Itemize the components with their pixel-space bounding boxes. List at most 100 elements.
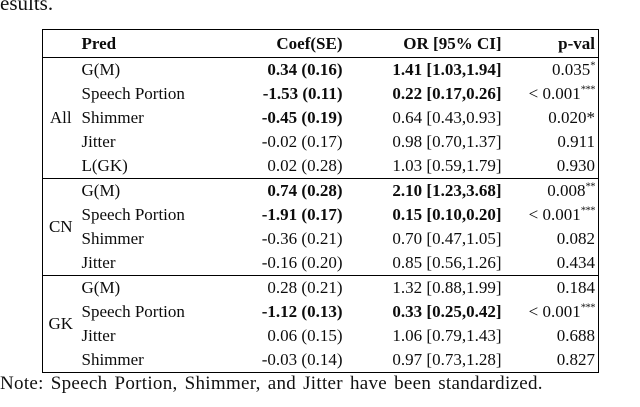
clipped-body-text: esults. <box>0 0 54 15</box>
pred-cell: Shimmer <box>81 108 144 127</box>
pval-value: 0.082 <box>556 229 595 248</box>
header-pval: p-val <box>558 34 595 53</box>
table-row: GK G(M) 0.28 (0.21) 1.32 [0.88,1.99] 0.1… <box>43 276 599 333</box>
significance-stars: * <box>590 60 595 72</box>
table-row: Shimmer -0.45 (0.19) 0.64 [0.43,0.93] 0.… <box>43 106 599 130</box>
pval-value: 0.434 <box>556 253 595 272</box>
table-row: CN G(M) 0.74 (0.28) 2.10 [1.23,3.68] 0.0… <box>43 179 599 236</box>
pval-value: 0.035 <box>552 60 591 79</box>
pred-cell: L(GK) <box>81 156 128 175</box>
coef-cell: -1.12 (0.13) <box>261 302 343 321</box>
table-row: Jitter -0.02 (0.17) 0.98 [0.70,1.37] 0.9… <box>43 130 599 154</box>
group-gk: GK G(M) 0.28 (0.21) 1.32 [0.88,1.99] 0.1… <box>42 275 599 373</box>
coef-cell: 0.28 (0.21) <box>267 278 343 297</box>
pval-cell: 0.930 <box>505 154 599 179</box>
table-header: Pred Coef(SE) OR [95% CI] p-val <box>43 30 599 58</box>
coef-cell: -0.45 (0.19) <box>261 108 343 127</box>
pval-cell: 0.434 <box>505 251 599 276</box>
pval-cell: 0.008** <box>505 179 599 204</box>
pval-cell: 0.082 <box>505 227 599 251</box>
or-cell: 0.70 [0.47,1.05] <box>392 229 502 248</box>
table-row: Speech Portion -1.12 (0.13) 0.33 [0.25,0… <box>43 300 599 324</box>
pval-value: < 0.001 <box>528 302 581 321</box>
pred-cell: G(M) <box>81 181 121 200</box>
significance-stars: *** <box>580 205 596 217</box>
table-row: Shimmer -0.36 (0.21) 0.70 [0.47,1.05] 0.… <box>43 227 599 251</box>
pval-cell: 0.827 <box>505 348 599 373</box>
pred-cell: Jitter <box>81 253 116 272</box>
coef-cell: 0.34 (0.16) <box>267 60 343 79</box>
or-cell: 0.33 [0.25,0.42] <box>392 302 502 321</box>
pval-value: < 0.001 <box>528 205 581 224</box>
pval-value: 0.827 <box>556 350 595 369</box>
table-row: L(GK) 0.02 (0.28) 1.03 [0.59,1.79] 0.930 <box>43 154 599 179</box>
pval-cell: 0.688 <box>505 324 599 348</box>
coef-cell: -0.03 (0.14) <box>261 350 343 369</box>
table-row: All G(M) 0.34 (0.16) 1.41 [1.03,1.94] 0.… <box>43 58 599 127</box>
header-or: OR [95% CI] <box>403 34 502 53</box>
or-cell: 0.85 [0.56,1.26] <box>392 253 502 272</box>
group-label-cn: CN <box>48 217 73 236</box>
group-label-all: All <box>49 108 72 127</box>
pval-cell: 0.911 <box>505 130 599 154</box>
pval-value: 0.911 <box>557 132 595 151</box>
coef-cell: -1.53 (0.11) <box>262 84 343 103</box>
pred-cell: Speech Portion <box>81 302 185 321</box>
table-row: Speech Portion -1.53 (0.11) 0.22 [0.17,0… <box>43 82 599 106</box>
or-cell: 1.06 [0.79,1.43] <box>392 326 502 345</box>
or-cell: 1.03 [0.59,1.79] <box>392 156 502 175</box>
header-row: Pred Coef(SE) OR [95% CI] p-val <box>43 30 599 58</box>
table-row: Jitter -0.16 (0.20) 0.85 [0.56,1.26] 0.4… <box>43 251 599 276</box>
table-row: Speech Portion -1.91 (0.17) 0.15 [0.10,0… <box>43 203 599 227</box>
pval-value: 0.184 <box>556 278 595 297</box>
pred-cell: G(M) <box>81 278 121 297</box>
coef-cell: -1.91 (0.17) <box>261 205 343 224</box>
coef-cell: 0.06 (0.15) <box>267 326 343 345</box>
significance-stars: *** <box>580 302 596 314</box>
group-cn: CN G(M) 0.74 (0.28) 2.10 [1.23,3.68] 0.0… <box>42 178 599 276</box>
pval-value: < 0.001 <box>528 84 581 103</box>
or-cell: 0.97 [0.73,1.28] <box>392 350 502 369</box>
pval-cell: 0.184 <box>505 276 599 301</box>
table-note: Note: Speech Portion, Shimmer, and Jitte… <box>0 373 543 394</box>
pval-cell: 0.035* <box>505 58 599 83</box>
pval-cell: < 0.001*** <box>505 203 599 227</box>
table-row: Shimmer -0.03 (0.14) 0.97 [0.73,1.28] 0.… <box>43 348 599 373</box>
header-group <box>43 30 79 58</box>
or-cell: 0.64 [0.43,0.93] <box>392 108 502 127</box>
pred-cell: Speech Portion <box>81 205 185 224</box>
header-coef: Coef(SE) <box>276 34 343 53</box>
or-cell: 0.98 [0.70,1.37] <box>392 132 502 151</box>
pval-value: 0.020* <box>548 108 595 127</box>
pred-cell: Shimmer <box>81 229 144 248</box>
significance-stars: ** <box>585 181 596 193</box>
pval-value: 0.008 <box>547 181 586 200</box>
header-pred: Pred <box>81 34 117 53</box>
coef-cell: -0.36 (0.21) <box>261 229 343 248</box>
or-cell: 1.32 [0.88,1.99] <box>392 278 502 297</box>
pred-cell: Jitter <box>81 132 116 151</box>
pval-value: 0.930 <box>556 156 595 175</box>
pval-value: 0.688 <box>556 326 595 345</box>
coef-cell: -0.16 (0.20) <box>261 253 343 272</box>
group-all: All G(M) 0.34 (0.16) 1.41 [1.03,1.94] 0.… <box>42 57 599 179</box>
coef-cell: -0.02 (0.17) <box>261 132 343 151</box>
coef-cell: 0.74 (0.28) <box>267 181 343 200</box>
pval-cell: < 0.001*** <box>505 300 599 324</box>
or-cell: 0.22 [0.17,0.26] <box>392 84 502 103</box>
pval-cell: 0.020* <box>505 106 599 130</box>
significance-stars: *** <box>580 84 596 96</box>
pred-cell: Shimmer <box>81 350 144 369</box>
pval-cell: < 0.001*** <box>505 82 599 106</box>
or-cell: 2.10 [1.23,3.68] <box>392 181 502 200</box>
pred-cell: G(M) <box>81 60 121 79</box>
pred-cell: Speech Portion <box>81 84 185 103</box>
or-cell: 1.41 [1.03,1.94] <box>392 60 502 79</box>
or-cell: 0.15 [0.10,0.20] <box>392 205 502 224</box>
results-table: Pred Coef(SE) OR [95% CI] p-val All G(M)… <box>42 29 599 373</box>
table-row: Jitter 0.06 (0.15) 1.06 [0.79,1.43] 0.68… <box>43 324 599 348</box>
pred-cell: Jitter <box>81 326 116 345</box>
group-label-gk: GK <box>48 314 74 333</box>
coef-cell: 0.02 (0.28) <box>267 156 343 175</box>
